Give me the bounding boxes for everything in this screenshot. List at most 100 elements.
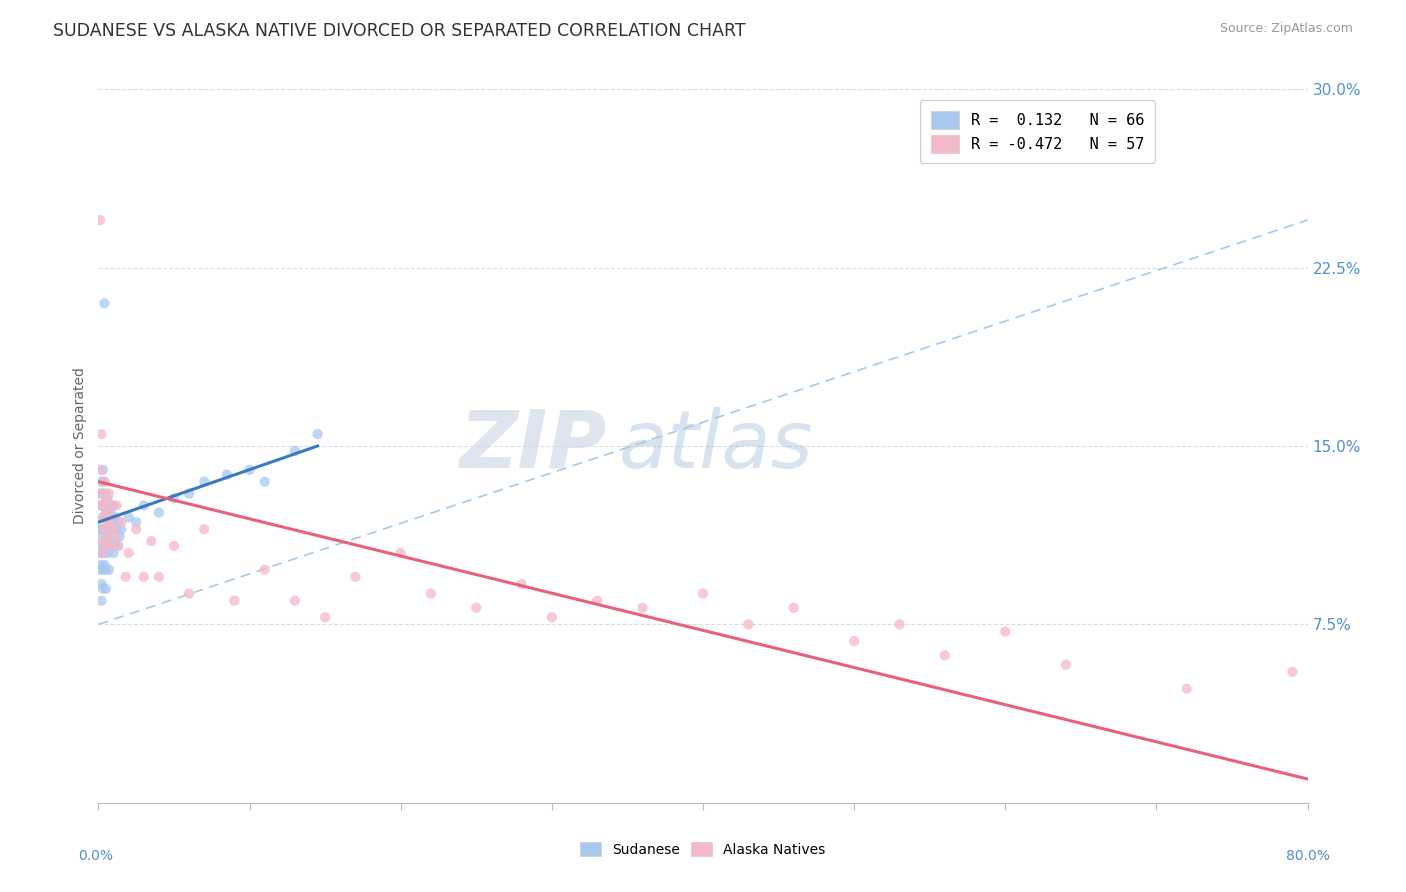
Point bbox=[110, 515, 132, 529]
Point bbox=[179, 586, 201, 600]
Point bbox=[89, 486, 111, 500]
Point bbox=[1281, 665, 1303, 679]
Point bbox=[90, 522, 112, 536]
Point bbox=[93, 558, 115, 572]
Point bbox=[90, 499, 112, 513]
Point bbox=[314, 610, 336, 624]
Point bbox=[94, 506, 117, 520]
Point bbox=[93, 475, 115, 489]
Point bbox=[631, 600, 654, 615]
Point bbox=[96, 546, 118, 560]
Point bbox=[94, 582, 117, 596]
Point bbox=[118, 546, 141, 560]
Point bbox=[253, 475, 276, 489]
Point bbox=[692, 586, 714, 600]
Y-axis label: Divorced or Separated: Divorced or Separated bbox=[73, 368, 87, 524]
Point bbox=[132, 570, 155, 584]
Point bbox=[114, 570, 136, 584]
Point bbox=[94, 515, 117, 529]
Point bbox=[93, 296, 115, 310]
Point bbox=[93, 499, 115, 513]
Point bbox=[90, 593, 112, 607]
Legend: Sudanese, Alaska Natives: Sudanese, Alaska Natives bbox=[581, 842, 825, 856]
Point bbox=[253, 563, 276, 577]
Point bbox=[148, 570, 170, 584]
Point bbox=[510, 577, 533, 591]
Point bbox=[540, 610, 562, 624]
Point bbox=[107, 539, 129, 553]
Point bbox=[844, 634, 866, 648]
Point bbox=[118, 510, 141, 524]
Point bbox=[101, 515, 124, 529]
Point bbox=[934, 648, 956, 663]
Point bbox=[98, 534, 121, 549]
Point bbox=[737, 617, 759, 632]
Point bbox=[389, 546, 412, 560]
Point bbox=[1175, 681, 1198, 696]
Point bbox=[93, 522, 115, 536]
Point bbox=[91, 563, 114, 577]
Point bbox=[193, 475, 215, 489]
Point bbox=[94, 563, 117, 577]
Point bbox=[89, 213, 111, 227]
Point bbox=[889, 617, 911, 632]
Point bbox=[1054, 657, 1077, 672]
Point bbox=[224, 593, 246, 607]
Point bbox=[105, 522, 128, 536]
Point bbox=[90, 427, 112, 442]
Point bbox=[125, 515, 148, 529]
Point bbox=[93, 522, 115, 536]
Text: 80.0%: 80.0% bbox=[1285, 849, 1330, 863]
Point bbox=[91, 486, 114, 500]
Point bbox=[100, 539, 122, 553]
Point bbox=[94, 539, 117, 553]
Point bbox=[104, 510, 127, 524]
Point bbox=[215, 467, 238, 482]
Point bbox=[148, 506, 170, 520]
Point bbox=[103, 546, 125, 560]
Point bbox=[96, 506, 118, 520]
Point bbox=[103, 522, 125, 536]
Point bbox=[994, 624, 1017, 639]
Point bbox=[98, 563, 121, 577]
Point bbox=[103, 499, 125, 513]
Point bbox=[101, 539, 124, 553]
Point bbox=[89, 463, 111, 477]
Point bbox=[91, 510, 114, 524]
Point bbox=[100, 539, 122, 553]
Point bbox=[89, 546, 111, 560]
Point bbox=[96, 529, 118, 543]
Point bbox=[284, 593, 307, 607]
Point bbox=[125, 522, 148, 536]
Point bbox=[179, 486, 201, 500]
Point bbox=[91, 510, 114, 524]
Point bbox=[89, 499, 111, 513]
Point bbox=[307, 427, 329, 442]
Point bbox=[94, 539, 117, 553]
Point bbox=[783, 600, 806, 615]
Point bbox=[105, 499, 128, 513]
Point bbox=[163, 491, 186, 506]
Point bbox=[91, 534, 114, 549]
Point bbox=[90, 558, 112, 572]
Point bbox=[100, 506, 122, 520]
Point bbox=[98, 515, 121, 529]
Point bbox=[100, 510, 122, 524]
Point bbox=[163, 539, 186, 553]
Point bbox=[89, 563, 111, 577]
Point bbox=[98, 499, 121, 513]
Point bbox=[420, 586, 443, 600]
Point bbox=[96, 510, 118, 524]
Text: SUDANESE VS ALASKA NATIVE DIVORCED OR SEPARATED CORRELATION CHART: SUDANESE VS ALASKA NATIVE DIVORCED OR SE… bbox=[53, 22, 747, 40]
Point bbox=[91, 546, 114, 560]
Point bbox=[107, 515, 129, 529]
Point bbox=[96, 491, 118, 506]
Point bbox=[91, 582, 114, 596]
Point bbox=[91, 486, 114, 500]
Point bbox=[93, 539, 115, 553]
Text: atlas: atlas bbox=[619, 407, 813, 485]
Point bbox=[110, 522, 132, 536]
Point bbox=[344, 570, 367, 584]
Point bbox=[94, 522, 117, 536]
Point bbox=[101, 499, 124, 513]
